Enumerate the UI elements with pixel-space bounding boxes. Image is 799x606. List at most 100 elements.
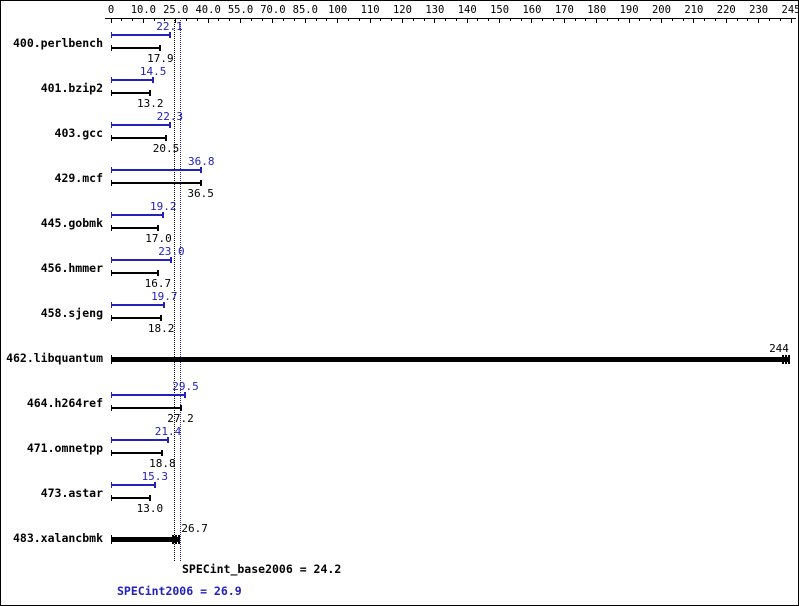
axis-minor-tick — [326, 18, 328, 21]
axis-minor-tick — [768, 18, 770, 21]
bar-start-tick — [111, 535, 112, 544]
peak-bar-start-tick — [111, 257, 112, 263]
axis-minor-tick — [261, 18, 263, 21]
peak-value-label: 19.7 — [151, 290, 178, 303]
peak-bar-start-tick — [111, 77, 112, 83]
axis-minor-tick — [671, 18, 673, 21]
axis-major-tick — [660, 18, 662, 23]
benchmark-label: 429.mcf — [54, 171, 103, 185]
axis-tick-label: 25.0 — [163, 4, 189, 16]
base-value-label: 17.9 — [147, 52, 174, 65]
bar-end-tick — [787, 355, 790, 364]
axis-minor-tick — [358, 18, 360, 21]
bar-end-tick — [784, 355, 787, 364]
axis-minor-tick — [520, 18, 522, 21]
peak-value-label: 21.4 — [154, 425, 182, 438]
base-bar — [111, 317, 162, 319]
axis-major-tick — [110, 18, 112, 23]
base-bar-end-tick — [179, 405, 182, 411]
base-bar-end-tick — [199, 180, 202, 186]
base-bar-end-tick — [165, 135, 168, 141]
peak-bar-end-tick — [162, 212, 165, 218]
axis-minor-tick — [229, 18, 231, 21]
axis-tick-label: 150 — [490, 4, 510, 16]
benchmark-label: 473.astar — [40, 486, 103, 500]
peak-bar-start-tick — [111, 302, 112, 308]
axis-tick-label: 180 — [587, 4, 607, 16]
bar-end-tick — [172, 535, 175, 544]
base-value-label: 26.7 — [181, 522, 208, 535]
axis-tick-label: 160 — [522, 4, 542, 16]
base-bar — [111, 452, 163, 454]
base-bar-start-tick — [111, 90, 112, 96]
base-bar-start-tick — [111, 45, 112, 51]
peak-bar-start-tick — [111, 212, 112, 218]
base-value-label: 27.2 — [167, 412, 194, 425]
bar-end-tick — [175, 535, 178, 544]
axis-minor-tick — [617, 18, 619, 21]
peak-bar-start-tick — [111, 167, 112, 173]
base-value-label: 244 — [769, 342, 789, 355]
base-bar — [111, 47, 161, 49]
axis-major-tick — [304, 18, 306, 23]
axis-major-tick — [693, 18, 695, 23]
base-mean-line — [174, 18, 176, 561]
benchmark-label: 400.perlbench — [12, 36, 103, 50]
benchmark-label: 471.omnetpp — [26, 441, 103, 455]
axis-major-tick — [175, 18, 177, 23]
peak-bar — [111, 259, 172, 261]
base-bar-end-tick — [149, 90, 152, 96]
peak-bar-start-tick — [111, 482, 112, 488]
base-value-label: 18.2 — [147, 322, 175, 335]
axis-major-tick — [401, 18, 403, 23]
axis-major-tick — [337, 18, 339, 23]
peak-bar-end-tick — [168, 32, 171, 38]
base-bar — [111, 182, 201, 184]
axis-tick-label: 85.0 — [292, 4, 318, 16]
axis-minor-tick — [714, 18, 716, 21]
axis-tick-label: 40.0 — [195, 4, 221, 16]
peak-bar — [111, 79, 154, 81]
bar-end-tick — [178, 535, 181, 544]
base-bar-end-tick — [159, 45, 162, 51]
bar-start-tick — [111, 355, 112, 364]
axis-minor-tick — [347, 18, 349, 21]
peak-bar — [111, 394, 186, 396]
benchmark-label: 458.sjeng — [40, 306, 103, 320]
base-bar-end-tick — [160, 315, 163, 321]
axis-minor-tick — [477, 18, 479, 21]
benchmark-label: 401.bzip2 — [40, 81, 103, 95]
peak-value-label: 29.5 — [172, 380, 199, 393]
peak-bar — [111, 124, 170, 126]
axis-minor-tick — [218, 18, 220, 21]
peak-bar-end-tick — [168, 122, 171, 128]
base-mean-text: SPECint_base2006 = 24.2 — [182, 562, 342, 576]
base-bar-start-tick — [111, 495, 112, 501]
base-bar-start-tick — [111, 270, 112, 276]
axis-minor-tick — [585, 18, 587, 21]
peak-bar-start-tick — [111, 122, 112, 128]
axis-major-tick — [240, 18, 242, 23]
axis-minor-tick — [380, 18, 382, 21]
axis-major-tick — [596, 18, 598, 23]
benchmark-label: 464.h264ref — [26, 396, 103, 410]
base-bar-end-tick — [148, 495, 151, 501]
axis-major-tick — [531, 18, 533, 23]
axis-major-tick — [434, 18, 436, 23]
peak-bar-start-tick — [111, 392, 112, 398]
benchmark-label: 445.gobmk — [40, 216, 103, 230]
axis-tick-label: 100 — [328, 4, 348, 16]
axis-minor-tick — [736, 18, 738, 21]
base-bar-start-tick — [111, 450, 112, 456]
axis-minor-tick — [164, 18, 166, 21]
axis-tick-label: 130 — [425, 4, 445, 16]
